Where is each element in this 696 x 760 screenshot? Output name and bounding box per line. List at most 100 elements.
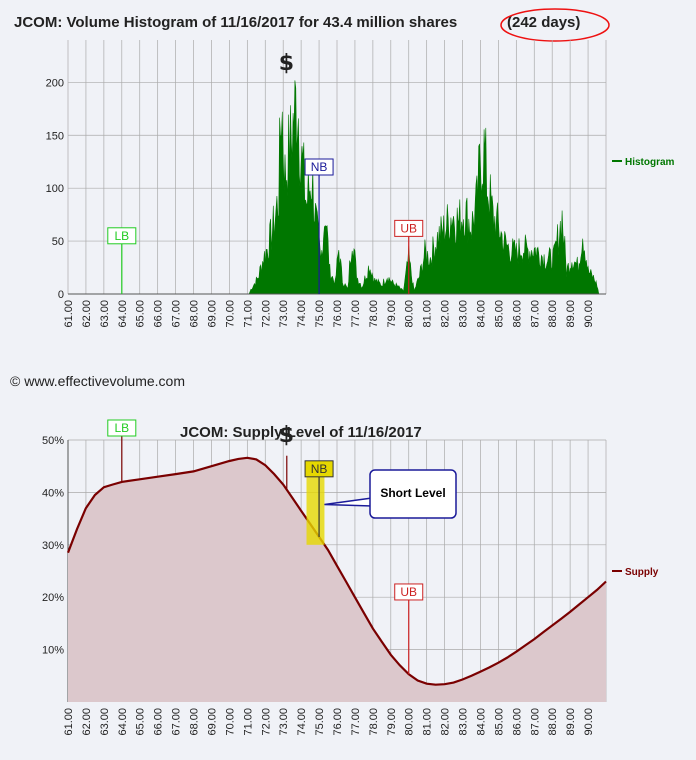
histogram-x-tick-label: 75.00 — [314, 300, 326, 328]
supply-y-tick-label: 10% — [42, 645, 64, 657]
histogram-marker-box — [107, 227, 137, 245]
histogram-x-tick-label: 85.00 — [493, 300, 505, 328]
histogram-x-tick-label: 86.00 — [511, 300, 523, 328]
supply-level-chart: JCOM: Supply Level of 11/16/2017 10% 20% 3… — [42, 419, 659, 736]
histogram-x-tick-label: 80.00 — [404, 300, 416, 328]
short-level-callout: Short Level — [324, 469, 457, 519]
supply-marker-box — [394, 583, 424, 601]
supply-x-tick-label: 80.00 — [404, 708, 416, 736]
supply-x-tick-label: 76.00 — [332, 708, 344, 736]
histogram-x-tick-label: 72.00 — [260, 300, 272, 328]
supply-line — [66, 456, 607, 686]
histogram-x-tick-label: 74.00 — [296, 300, 308, 328]
supply-x-tick-label: 86.00 — [511, 708, 523, 736]
supply-y-tick-label: 40% — [42, 487, 64, 499]
supply-x-tick-label: 82.00 — [440, 708, 452, 736]
histogram-x-tick-label: 84.00 — [475, 300, 487, 328]
supply-x-tick-label: 62.00 — [81, 708, 93, 736]
histogram-legend: Histogram — [612, 157, 675, 168]
histogram-markers: LB NB UB — [107, 158, 424, 294]
histogram-x-tick-label: 61.00 — [63, 300, 75, 328]
supply-x-tick-label: 63.00 — [99, 708, 111, 736]
histogram-x-tick-label: 71.00 — [242, 300, 254, 328]
histogram-x-tick-label: 73.00 — [278, 300, 290, 328]
supply-marker-lb: LB — [114, 421, 129, 435]
histogram-y-tick-label: 150 — [46, 130, 64, 142]
histogram-x-tick-label: 67.00 — [171, 300, 183, 328]
supply-marker-box — [107, 419, 137, 437]
callout-label: Short Level — [380, 486, 445, 500]
histogram-x-tick-label: 87.00 — [529, 300, 541, 328]
histogram-marker-box — [304, 158, 334, 176]
histogram-x-tick-label: 88.00 — [547, 300, 559, 328]
histogram-y-tick-label: 50 — [52, 236, 64, 248]
histogram-x-tick-label: 63.00 — [99, 300, 111, 328]
supply-x-ticks: 61.00 62.00 63.00 64.00 65.00 66.00 67.00 68.00… — [63, 708, 595, 736]
supply-y-tick-label: 20% — [42, 592, 64, 604]
supply-x-tick-label: 90.00 — [583, 708, 595, 736]
histogram-title: JCOM: Volume Histogram of 11/16/2017 for… — [14, 14, 457, 31]
supply-markers: LB NB UB — [107, 419, 424, 675]
supply-x-tick-label: 88.00 — [547, 708, 559, 736]
histogram-y-tick-label: 200 — [46, 77, 64, 89]
supply-x-tick-label: 66.00 — [153, 708, 165, 736]
histogram-x-tick-label: 66.00 — [153, 300, 165, 328]
histogram-x-tick-label: 78.00 — [368, 300, 380, 328]
histogram-x-tick-label: 90.00 — [583, 300, 595, 328]
dollar-icon: $ — [279, 51, 294, 76]
supply-x-tick-label: 65.00 — [135, 708, 147, 736]
supply-x-tick-label: 75.00 — [314, 708, 326, 736]
supply-x-tick-label: 77.00 — [350, 708, 362, 736]
histogram-x-tick-label: 65.00 — [135, 300, 147, 328]
volume-histogram-chart: JCOM: Volume Histogram of 11/16/2017 for… — [14, 8, 675, 328]
supply-x-tick-label: 61.00 — [63, 708, 75, 736]
histogram-x-tick-label: 69.00 — [206, 300, 218, 328]
histogram-y-ticks: 0 50 100 150 200 — [46, 77, 64, 301]
supply-x-tick-label: 78.00 — [368, 708, 380, 736]
supply-marker-ub: UB — [400, 585, 417, 599]
supply-area — [68, 457, 606, 702]
callout-pointer — [324, 497, 373, 507]
supply-x-tick-label: 79.00 — [386, 708, 398, 736]
supply-x-tick-label: 67.00 — [171, 708, 183, 736]
histogram-x-ticks: 61.00 62.00 63.00 64.00 65.00 66.00 67.00 68.00… — [63, 300, 595, 328]
supply-legend-label: Supply — [625, 567, 659, 578]
supply-x-tick-label: 72.00 — [260, 708, 272, 736]
histogram-marker-box — [394, 219, 424, 237]
watermark: © www.effectivevolume.com — [10, 373, 185, 389]
histogram-marker-lb: LB — [114, 229, 129, 243]
histogram-x-tick-label: 81.00 — [422, 300, 434, 328]
supply-legend: Supply — [612, 567, 659, 578]
histogram-y-tick-label: 100 — [46, 183, 64, 195]
histogram-x-tick-label: 83.00 — [458, 300, 470, 328]
callout-box — [369, 469, 457, 519]
supply-y-ticks: 10% 20% 30% 40% 50% — [42, 435, 64, 657]
histogram-legend-label: Histogram — [625, 157, 675, 168]
supply-marker-box — [304, 460, 334, 478]
histogram-marker-nb: NB — [311, 160, 328, 174]
supply-x-tick-label: 70.00 — [224, 708, 236, 736]
histogram-x-tick-label: 82.00 — [440, 300, 452, 328]
supply-y-tick-label: 50% — [42, 435, 64, 447]
supply-marker-nb: NB — [311, 462, 328, 476]
supply-x-tick-label: 69.00 — [206, 708, 218, 736]
supply-x-tick-label: 68.00 — [189, 708, 201, 736]
supply-x-tick-label: 73.00 — [278, 708, 290, 736]
histogram-x-tick-label: 76.00 — [332, 300, 344, 328]
supply-x-tick-label: 83.00 — [458, 708, 470, 736]
histogram-x-tick-label: 77.00 — [350, 300, 362, 328]
supply-x-tick-label: 89.00 — [565, 708, 577, 736]
histogram-x-tick-label: 89.00 — [565, 300, 577, 328]
histogram-x-tick-label: 64.00 — [117, 300, 129, 328]
histogram-x-tick-label: 62.00 — [81, 300, 93, 328]
dollar-icon: $ — [279, 423, 294, 448]
supply-x-tick-label: 87.00 — [529, 708, 541, 736]
histogram-y-tick-label: 0 — [58, 289, 64, 301]
supply-y-tick-label: 30% — [42, 540, 64, 552]
supply-x-tick-label: 84.00 — [475, 708, 487, 736]
days-highlight-circle — [500, 8, 610, 42]
histogram-x-tick-label: 79.00 — [386, 300, 398, 328]
histogram-days: (242 days) — [507, 14, 580, 31]
supply-x-tick-label: 74.00 — [296, 708, 308, 736]
